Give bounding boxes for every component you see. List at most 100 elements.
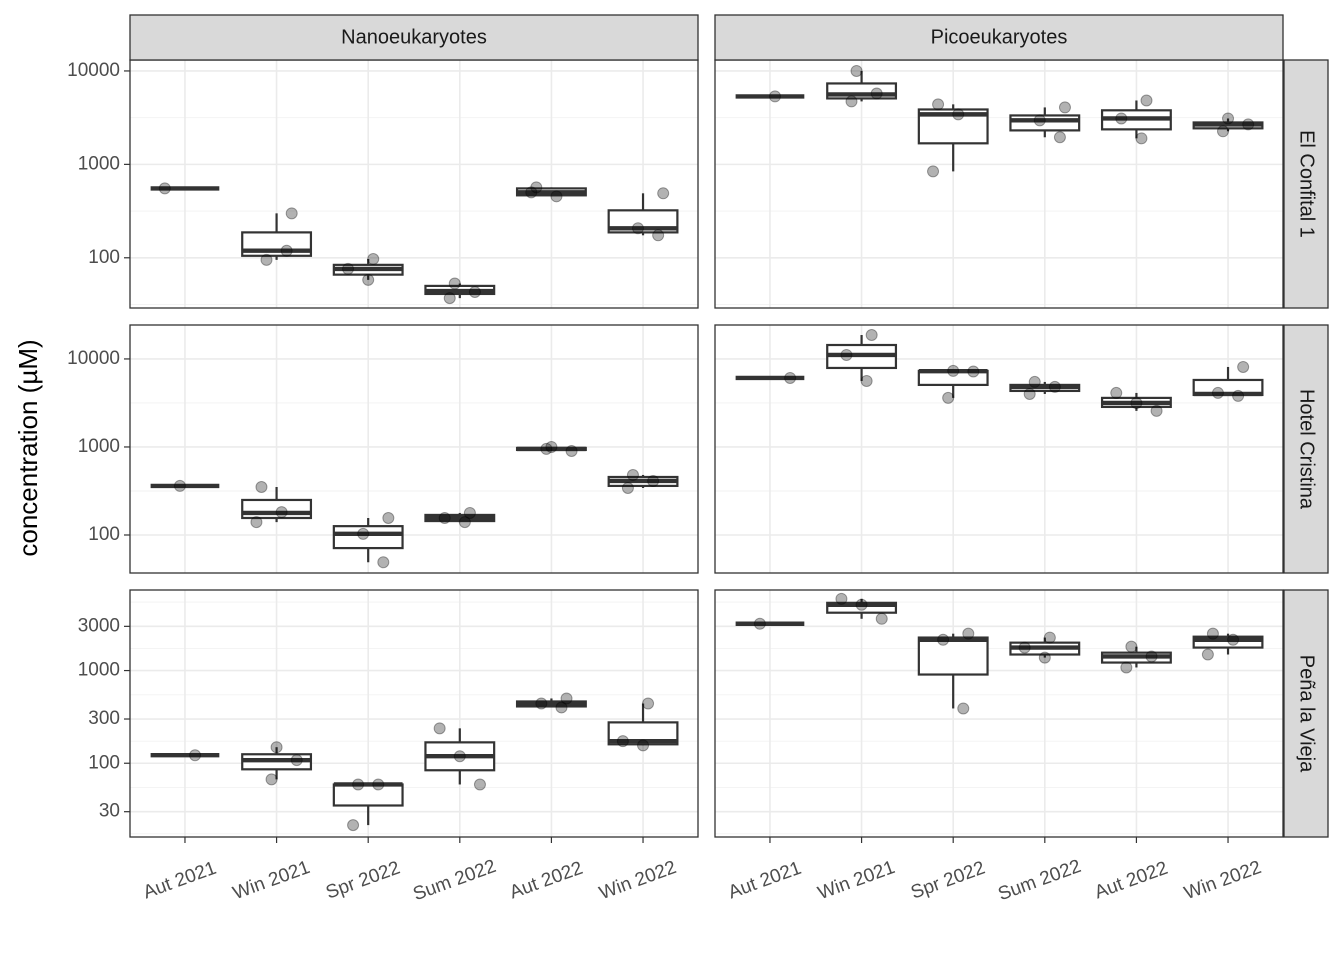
point [530, 181, 543, 194]
point [1242, 118, 1255, 131]
panel-border [129, 324, 699, 574]
point [855, 598, 868, 611]
point [1145, 650, 1158, 663]
column-strip [129, 14, 699, 61]
row-strip-label: Hotel Cristina [1296, 389, 1318, 510]
point [942, 391, 955, 404]
point [463, 506, 476, 519]
panel-border [129, 589, 699, 838]
column-strip [714, 14, 1284, 61]
point [835, 592, 848, 605]
point [468, 286, 481, 299]
y-tick-label: 100 [88, 247, 120, 268]
row-strip [1283, 589, 1329, 838]
point [382, 511, 395, 524]
point [967, 365, 980, 378]
point [265, 773, 278, 786]
point [362, 273, 375, 286]
point [1201, 648, 1214, 661]
point [473, 778, 486, 791]
point [845, 95, 858, 108]
point [652, 229, 665, 242]
point [255, 480, 268, 493]
point [1048, 380, 1061, 393]
point [173, 479, 186, 492]
point [850, 64, 863, 77]
box [332, 783, 404, 807]
point [1216, 125, 1229, 138]
point [372, 778, 385, 791]
y-tick-label: 1000 [78, 660, 120, 681]
row-strip [1283, 324, 1329, 574]
point [158, 182, 171, 195]
point [1227, 633, 1240, 646]
point [1232, 389, 1245, 402]
row-strip-label: El Confital 1 [1296, 130, 1318, 238]
point [260, 253, 273, 266]
point [840, 348, 853, 361]
point [535, 697, 548, 710]
point [753, 617, 766, 630]
point [642, 697, 655, 710]
point [947, 364, 960, 377]
point [270, 741, 283, 754]
point [952, 108, 965, 121]
point [1125, 640, 1138, 653]
box [332, 525, 404, 550]
point [637, 739, 650, 752]
y-tick-label: 100 [88, 524, 120, 545]
point [290, 754, 303, 767]
y-tick-label: 10000 [67, 348, 120, 369]
panel [715, 60, 1283, 308]
row-strip-label: Peña la Vieja [1296, 655, 1318, 773]
point [932, 98, 945, 111]
point [352, 778, 365, 791]
point [189, 749, 202, 762]
point [357, 527, 370, 540]
point [285, 207, 298, 220]
point [626, 468, 639, 481]
point [1058, 101, 1071, 114]
point [647, 474, 660, 487]
point [342, 262, 355, 275]
point [1115, 112, 1128, 125]
panel [130, 590, 698, 837]
point [957, 702, 970, 715]
point [565, 444, 578, 457]
box [607, 721, 679, 746]
y-tick-label: 1000 [78, 153, 120, 174]
panel-border [714, 324, 1284, 574]
point [875, 612, 888, 625]
panel [715, 325, 1283, 573]
point [433, 722, 446, 735]
y-tick-label: 10000 [67, 60, 120, 81]
point [448, 277, 461, 290]
point [616, 735, 629, 748]
point [377, 556, 390, 569]
panel [130, 60, 698, 308]
point [525, 186, 538, 199]
point [1150, 404, 1163, 417]
point [1222, 112, 1235, 125]
y-tick-label: 1000 [78, 436, 120, 457]
point [443, 292, 456, 305]
point [1120, 661, 1133, 674]
point [784, 371, 797, 384]
point [280, 244, 293, 257]
point [453, 750, 466, 763]
point [540, 442, 553, 455]
point [1135, 132, 1148, 145]
box [1192, 635, 1264, 649]
point [1211, 386, 1224, 399]
point [1237, 360, 1250, 373]
column-strip-label: Picoeukaryotes [931, 26, 1068, 48]
point [1028, 375, 1041, 388]
point [1206, 627, 1219, 640]
point [438, 511, 451, 524]
point [769, 90, 782, 103]
point [621, 481, 634, 494]
point [550, 190, 563, 203]
point [870, 87, 883, 100]
point [860, 374, 873, 387]
